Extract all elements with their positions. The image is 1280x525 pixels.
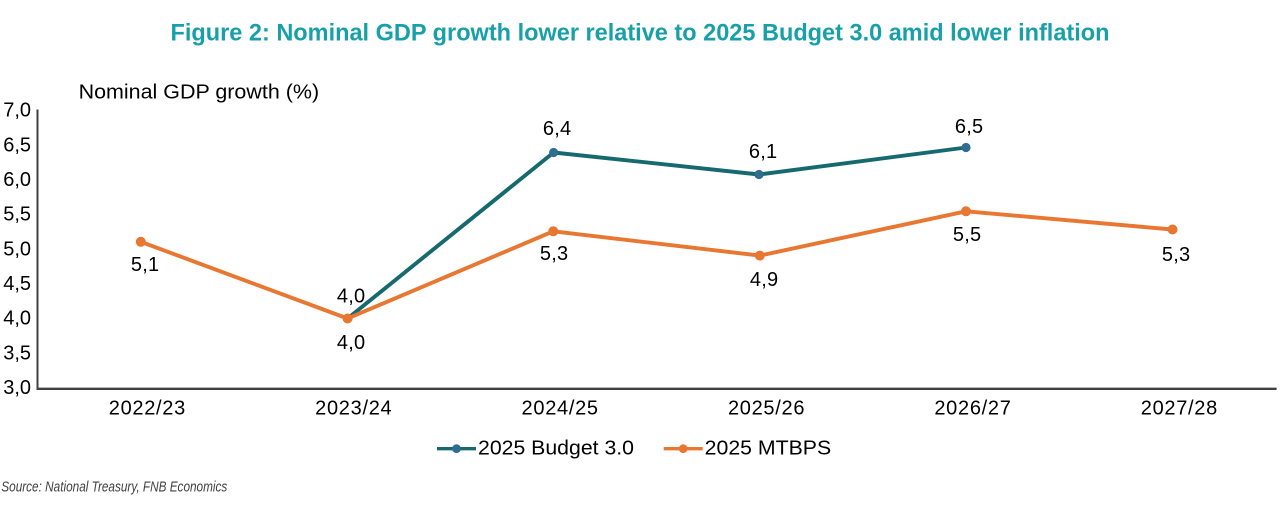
svg-text:2023/24: 2023/24	[315, 398, 392, 420]
svg-text:6,5: 6,5	[3, 134, 31, 156]
svg-text:2027/28: 2027/28	[1141, 398, 1218, 420]
svg-text:5,3: 5,3	[1162, 244, 1190, 266]
svg-text:Figure 2: Nominal GDP growth l: Figure 2: Nominal GDP growth lower relat…	[171, 21, 1110, 47]
svg-text:2025 MTBPS: 2025 MTBPS	[705, 437, 832, 460]
svg-text:6,5: 6,5	[955, 116, 983, 138]
svg-text:4,9: 4,9	[750, 269, 778, 291]
svg-text:4,5: 4,5	[3, 273, 31, 295]
svg-text:6,0: 6,0	[3, 169, 31, 191]
svg-text:5,3: 5,3	[540, 243, 568, 265]
svg-text:2026/27: 2026/27	[934, 398, 1011, 420]
svg-text:4,0: 4,0	[337, 286, 365, 308]
svg-text:Nominal GDP growth (%): Nominal GDP growth (%)	[79, 82, 320, 104]
svg-text:6,4: 6,4	[543, 118, 571, 140]
svg-text:5,0: 5,0	[3, 238, 31, 260]
svg-text:4,0: 4,0	[3, 308, 31, 330]
svg-text:3,0: 3,0	[3, 377, 31, 399]
svg-text:2022/23: 2022/23	[109, 398, 186, 420]
svg-text:5,5: 5,5	[953, 224, 981, 246]
svg-text:5,1: 5,1	[131, 254, 159, 276]
svg-text:6,1: 6,1	[749, 141, 777, 163]
svg-text:7,0: 7,0	[3, 100, 31, 122]
svg-text:4,0: 4,0	[337, 332, 365, 354]
svg-text:5,5: 5,5	[3, 204, 31, 226]
svg-text:2025 Budget 3.0: 2025 Budget 3.0	[478, 437, 634, 460]
svg-text:3,5: 3,5	[3, 342, 31, 364]
svg-text:2025/26: 2025/26	[728, 398, 805, 420]
svg-text:2024/25: 2024/25	[522, 398, 599, 420]
svg-text:Source: National Treasury, FNB: Source: National Treasury, FNB Economics	[1, 478, 227, 495]
